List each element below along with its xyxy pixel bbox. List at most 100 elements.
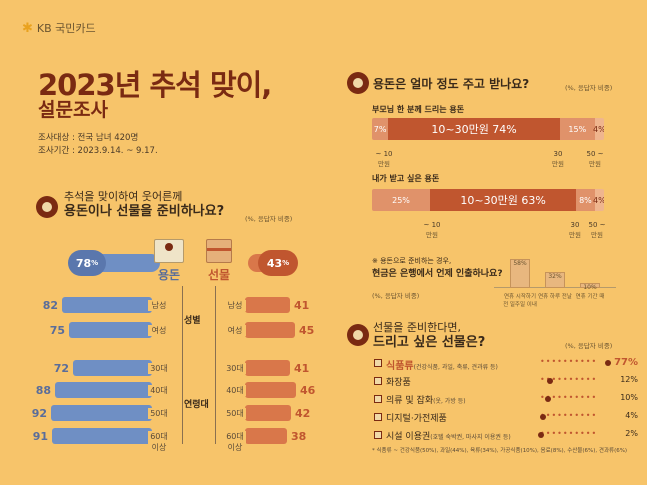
left-category: 60대 이상 (148, 431, 170, 453)
right-bottom-question-line2: 드리고 싶은 선물은? (373, 335, 486, 350)
left-category: 남성 (148, 300, 170, 311)
left-category: 40대 (148, 385, 170, 396)
bar1-segment: 10~30만원 74% (388, 118, 560, 140)
right-bar-value: 45 (299, 324, 315, 337)
right-bar (245, 360, 290, 376)
gift-item-value: 2% (625, 429, 638, 438)
right-category: 여성 (224, 325, 246, 336)
checkbox-icon (374, 377, 382, 385)
checkbox-icon (374, 413, 382, 421)
gift-item-name: 디지털·가전제품 (386, 414, 447, 424)
withdraw-unit: (%, 응답자 비중) (372, 292, 420, 300)
gift-dots: •••••••••• (540, 411, 598, 420)
envelope-icon (154, 239, 184, 263)
gift-marker (605, 360, 611, 366)
bar2-segment: 25% (372, 189, 430, 211)
gift-item-detail: (호텔 숙박권, 마사지 이용권 등) (430, 434, 511, 441)
gift-item-name: 식품류(건강식품, 과일, 축류, 견과류 등) (386, 361, 498, 372)
tick-10: ~ 10 만원 (375, 150, 393, 168)
tick2-50: 50 ~ 만원 (588, 221, 606, 239)
bar1-segment: 15% (559, 118, 595, 140)
right-top-unit: (%, 응답자 비중) (565, 84, 613, 92)
left-bar-value: 88 (35, 384, 51, 397)
right-bar-value: 41 (294, 362, 310, 375)
right-bar (245, 322, 295, 338)
gift-dots: •••••••••• (540, 375, 598, 384)
right-bottom-question-line1: 선물을 준비한다면, (373, 321, 461, 334)
gift-marker (547, 378, 553, 384)
question-icon (347, 324, 369, 346)
left-category: 50대 (148, 408, 170, 419)
withdraw-bar: 10% (580, 283, 600, 291)
bar1-title: 부모님 한 분께 드리는 용돈 (372, 105, 465, 114)
right-bar-value: 46 (300, 384, 316, 397)
bar2-segment: 8% (576, 189, 595, 211)
left-bar (73, 360, 152, 376)
survey-period: 조사기간 : 2023.9.14. ~ 9.17. (38, 146, 158, 156)
gift-item-detail: (옷, 가방 등) (433, 398, 466, 405)
age-group-label: 연령대 (184, 400, 209, 410)
center-line-right (215, 286, 216, 444)
gift-dots: •••••••••• (540, 429, 598, 438)
withdraw-label: 연휴 기간 때 (575, 294, 605, 300)
checkbox-icon (374, 395, 382, 403)
tick-50: 50 ~ 만원 (586, 150, 604, 168)
gift-item-value: 77% (614, 357, 638, 368)
left-category: 30대 (148, 363, 170, 374)
left-bar (62, 297, 152, 313)
desired-allowance-bar: 25%10~30만원 63%8%4% (372, 189, 604, 211)
left-bar-value: 92 (31, 407, 47, 420)
left-bar (55, 382, 152, 398)
gift-item-name: 의류 및 잡화(옷, 가방 등) (386, 396, 466, 406)
gift-item-detail: (건강식품, 과일, 축류, 견과류 등) (413, 364, 498, 371)
withdraw-label: 연휴 시작하기 전 일주일 이내 (503, 294, 537, 308)
right-bottom-question: 선물을 준비한다면, 드리고 싶은 선물은? (373, 320, 485, 350)
right-bar-value: 38 (291, 430, 307, 443)
left-question-line2: 용돈이나 선물을 준비하나요? (64, 204, 225, 219)
gift-item-name: 화장품 (386, 378, 411, 388)
gift-item-name: 시설 이용권(호텔 숙박권, 마사지 이용권 등) (386, 432, 511, 442)
left-bar-value: 75 (49, 324, 65, 337)
page-title: 2023년 추석 맞이, (38, 68, 272, 102)
right-category: 남성 (224, 300, 246, 311)
yongdon-total-value: 78% (68, 250, 106, 276)
right-bar-value: 41 (294, 299, 310, 312)
left-bar-value: 82 (42, 299, 58, 312)
gift-marker (545, 396, 551, 402)
right-bar-value: 42 (295, 407, 311, 420)
gift-item-value: 4% (625, 411, 638, 420)
gift-total-value: 43% (258, 250, 298, 276)
tick2-30: 30 만원 (569, 221, 581, 239)
bar1-segment: 4% (593, 118, 604, 140)
gift-label: 선물 (208, 268, 231, 282)
withdraw-note-line2: 현금은 은행에서 언제 인출하나요? (372, 269, 503, 279)
right-bar (245, 382, 296, 398)
checkbox-icon (374, 359, 382, 367)
page-subtitle: 설문조사 (38, 99, 108, 121)
brand-logo: ✱ KB 국민카드 (22, 20, 96, 36)
right-category: 60대 이상 (224, 431, 246, 453)
right-bar (245, 428, 287, 444)
left-bar (51, 405, 152, 421)
right-bar (245, 405, 291, 421)
gift-marker (538, 432, 544, 438)
tick2-10: ~ 10 만원 (423, 221, 441, 239)
checkbox-icon (374, 431, 382, 439)
right-category: 40대 (224, 385, 246, 396)
left-category: 여성 (148, 325, 170, 336)
right-category: 50대 (224, 408, 246, 419)
withdraw-bar: 32% (545, 272, 565, 288)
left-question-line1: 추석을 맞이하여 웃어른께 (64, 190, 183, 203)
left-unit: (%, 응답자 비중) (245, 215, 293, 223)
left-bar (69, 322, 152, 338)
tick-30: 30 만원 (552, 150, 564, 168)
gender-group-label: 성별 (184, 316, 201, 326)
right-bar (245, 297, 290, 313)
bar1-segment: 7% (372, 118, 389, 140)
bar2-title: 내가 받고 싶은 용돈 (372, 174, 440, 183)
gift-item-value: 10% (620, 393, 638, 402)
bar2-segment: 4% (593, 189, 604, 211)
gift-dots: •••••••••• (540, 357, 598, 366)
withdraw-note: ※ 용돈으로 준비하는 경우, 현금은 은행에서 언제 인출하나요? (372, 256, 503, 279)
gift-item-value: 12% (620, 375, 638, 384)
